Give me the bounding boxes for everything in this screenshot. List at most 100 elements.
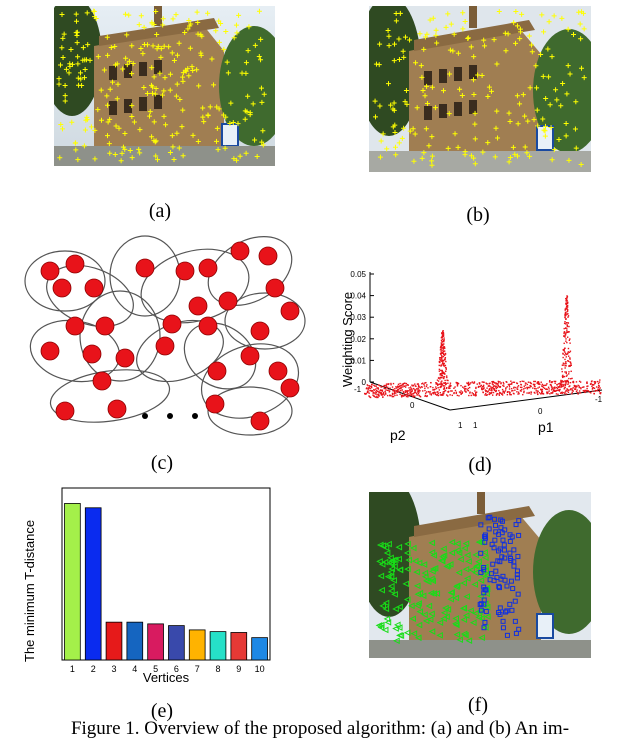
keypoint-cross [391,100,397,106]
scatter-point [566,308,568,310]
scatter-point [403,385,406,387]
scatter-point [464,388,466,390]
keypoint-cross [421,46,427,52]
scatter-point [592,384,594,386]
scatter-point [477,385,480,388]
scatter-point [480,384,482,387]
keypoint-cross [157,70,163,76]
keypoint-cross [137,127,143,133]
keypoint-cross [194,67,200,73]
keypoint-cross [129,155,135,161]
scatter-point [523,385,525,387]
scatter-point [577,391,579,394]
green-triangle-marker [448,538,456,546]
scatter-point [512,381,514,383]
scatter-point [396,386,399,388]
scatter-point [511,390,513,392]
keypoint-cross [542,133,548,139]
scatter-point [486,383,488,385]
sublabel-b: (b) [466,204,490,226]
keypoint-cross [551,147,557,153]
keypoint-cross [512,151,518,157]
keypoint-cross [581,26,587,32]
keypoint-cross [403,88,409,94]
scatter-point [540,389,543,391]
keypoint-cross [153,138,159,144]
scatter-point [463,387,465,389]
hypergraph-vertex [65,254,85,274]
keypoint-cross [166,44,172,50]
keypoint-cross [112,151,118,157]
scatter-point [574,388,577,391]
keypoint-cross [196,83,202,89]
scatter-point [481,388,483,391]
scatter-point [547,391,549,393]
keypoint-cross [245,93,251,99]
hypergraph-vertex [84,278,104,298]
scatter-point [406,392,409,394]
keypoint-cross [216,39,222,45]
keypoint-cross [180,107,186,113]
scatter-point [472,382,475,384]
keypoint-cross [259,99,265,105]
scatter-point [442,349,445,351]
keypoint-cross [515,121,521,127]
ellipsis-dot [192,413,198,419]
scatter-point [518,393,520,395]
scatter-point [442,359,445,362]
scatter-point [444,370,447,372]
scatter-point [460,390,462,392]
scatter-point [496,386,499,389]
keypoint-cross [198,52,204,58]
keypoint-cross [434,40,440,46]
keypoint-cross [558,103,564,109]
scatter-point [396,390,399,392]
keypoint-cross [259,139,265,145]
hypergraph-vertex [258,246,278,266]
scatter-point [417,384,420,386]
keypoint-cross [194,9,200,15]
scatter-point [445,383,447,386]
bar-10 [251,637,268,661]
scatter-point [512,389,514,392]
scatter-point [398,387,401,390]
blue-square-marker [516,532,522,538]
keypoint-cross [75,61,81,67]
scatter-point [382,396,384,398]
scatter-point [446,386,448,389]
green-triangle-marker [459,605,467,612]
scatter-point [443,343,445,345]
keypoint-cross [189,64,195,70]
green-triangle-marker [414,634,422,642]
scatter-point [565,318,567,320]
hypergraph-vertices [40,241,300,431]
keypoint-cross [59,11,65,17]
scatter-point [414,383,416,385]
green-triangle-marker [481,549,488,556]
scatter-point [387,383,389,386]
keypoint-cross [252,42,258,48]
panel-a [42,0,289,166]
scatter-point [546,383,548,385]
scatter-point [567,382,570,384]
scatter-point [541,390,544,393]
scatter-point [578,386,580,389]
scatter-point [442,353,445,356]
keypoint-cross [122,131,128,137]
keypoint-cross [402,99,408,105]
scatter-point [485,382,487,384]
scatter-point [536,382,538,385]
scatter-point [488,382,490,385]
scatter-point [566,324,569,326]
scatter-point [572,380,575,383]
keypoint-cross [81,143,87,149]
keypoint-markers-b [372,8,587,168]
scatter-point [534,387,536,390]
scatter-point [583,386,585,388]
keypoint-cross [216,18,222,24]
green-triangle-marker [440,609,448,617]
scatter-point [438,370,441,372]
scatter-point [559,383,562,386]
green-triangle-marker [419,592,427,600]
green-triangle-marker [395,624,403,631]
